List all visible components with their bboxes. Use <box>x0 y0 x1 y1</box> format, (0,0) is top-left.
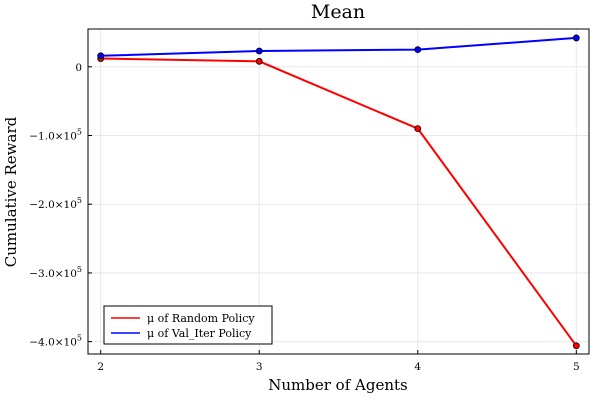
data-point <box>97 52 105 60</box>
grid-lines <box>88 29 589 354</box>
y-tick-label: 0 <box>75 62 82 74</box>
x-tick-label: 4 <box>414 361 421 373</box>
legend-label-val-iter: μ of Val_Iter Policy <box>147 327 252 340</box>
x-axis-label: Number of Agents <box>268 376 407 394</box>
data-point <box>255 47 263 55</box>
x-tick-label: 3 <box>256 361 263 373</box>
y-tick-label: −3.0×105 <box>29 265 82 280</box>
data-point <box>414 46 422 54</box>
legend-label-random: μ of Random Policy <box>147 312 255 325</box>
y-tick-label: −2.0×105 <box>29 196 82 211</box>
y-tick-label: −1.0×105 <box>29 128 82 143</box>
plot-frame <box>87 28 590 355</box>
axis-ticks: 2 3 4 5 0 −1.0×105 −2.0×105 −3.0×105 −4.0×105 <box>29 62 579 373</box>
series-line <box>100 57 578 347</box>
series-line <box>100 36 577 57</box>
y-axis-label: Cumulative Reward <box>2 116 20 267</box>
legend: μ of Random Policy μ of Val_Iter Policy <box>103 305 273 345</box>
data-point <box>572 34 580 42</box>
data-point <box>572 342 580 350</box>
y-tick-label: −4.0×105 <box>29 334 82 349</box>
legend-box <box>103 305 273 345</box>
x-tick-label: 2 <box>97 361 104 373</box>
chart-title: Mean <box>311 1 365 23</box>
data-point <box>255 57 263 65</box>
x-tick-label: 5 <box>573 361 580 373</box>
series-group <box>97 34 580 350</box>
data-point <box>414 125 422 133</box>
